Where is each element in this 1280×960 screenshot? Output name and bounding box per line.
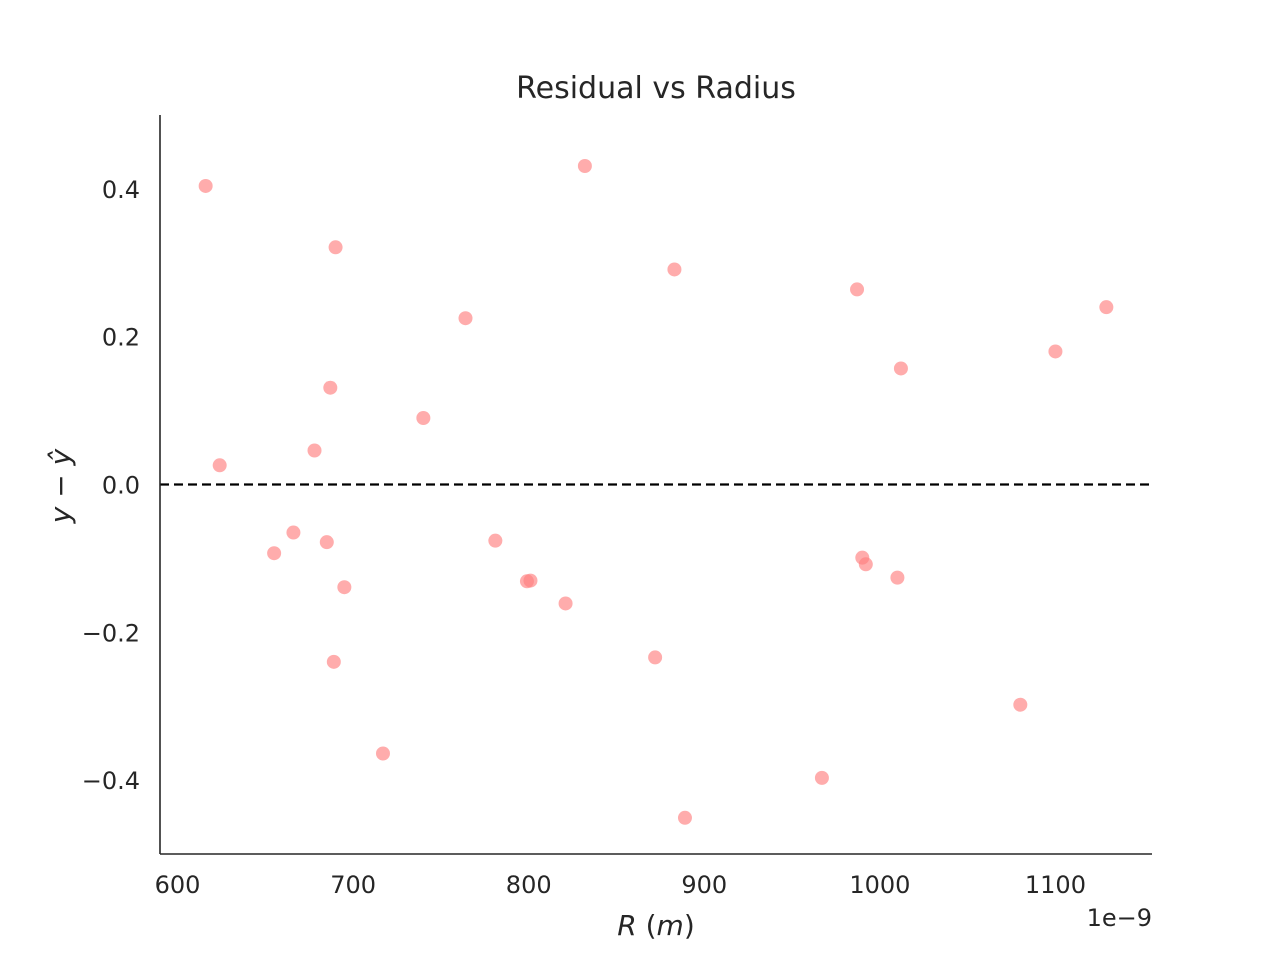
- data-point-21: [677, 810, 692, 825]
- data-point-3: [267, 546, 282, 561]
- x-tick-label-1000: 1000: [849, 871, 910, 899]
- data-point-29: [1048, 344, 1063, 359]
- x-tick-label-800: 800: [506, 871, 552, 899]
- data-point-12: [416, 410, 431, 425]
- x-tick-label-600: 600: [155, 871, 201, 899]
- x-tick-label-900: 900: [681, 871, 727, 899]
- chart-title: Residual vs Radius: [516, 71, 796, 106]
- y-tick-label-4: 0.4: [102, 176, 140, 204]
- y-tick-label-3: 0.2: [102, 324, 140, 352]
- data-point-7: [323, 380, 338, 395]
- data-point-6: [319, 535, 334, 550]
- data-point-8: [326, 654, 341, 669]
- x-tick-label-1100: 1100: [1025, 871, 1086, 899]
- data-point-25: [858, 557, 873, 572]
- data-point-1: [198, 178, 213, 193]
- y-tick-label-2: 0.0: [102, 472, 140, 500]
- y-tick-label-0: −0.4: [82, 767, 140, 795]
- data-point-9: [328, 240, 343, 255]
- data-point-19: [648, 650, 663, 665]
- data-point-2: [212, 458, 227, 473]
- data-point-5: [307, 443, 322, 458]
- data-point-10: [337, 580, 352, 595]
- data-point-30: [1099, 300, 1114, 315]
- data-point-16: [523, 573, 538, 588]
- x-offset-label: 1e−9: [1087, 904, 1152, 932]
- data-points: [198, 158, 1114, 825]
- data-point-23: [850, 282, 865, 297]
- y-tick-labels: −0.4 −0.2 0.0 0.2 0.4: [82, 176, 140, 795]
- data-point-13: [458, 311, 473, 326]
- data-point-22: [814, 770, 829, 785]
- x-axis-label: R (m): [617, 909, 695, 942]
- x-tick-labels: 600 700 800 900 1000 1100: [155, 871, 1086, 899]
- y-tick-label-1: −0.2: [82, 619, 140, 647]
- data-point-11: [375, 746, 390, 761]
- data-point-14: [488, 533, 503, 548]
- data-point-18: [577, 158, 592, 173]
- data-point-20: [667, 262, 682, 277]
- data-point-28: [1013, 697, 1028, 712]
- data-point-4: [286, 525, 301, 540]
- data-point-17: [558, 596, 573, 611]
- y-axis-label: y − ŷ: [44, 448, 77, 524]
- data-point-27: [893, 361, 908, 376]
- data-point-26: [890, 570, 905, 585]
- x-tick-label-700: 700: [330, 871, 376, 899]
